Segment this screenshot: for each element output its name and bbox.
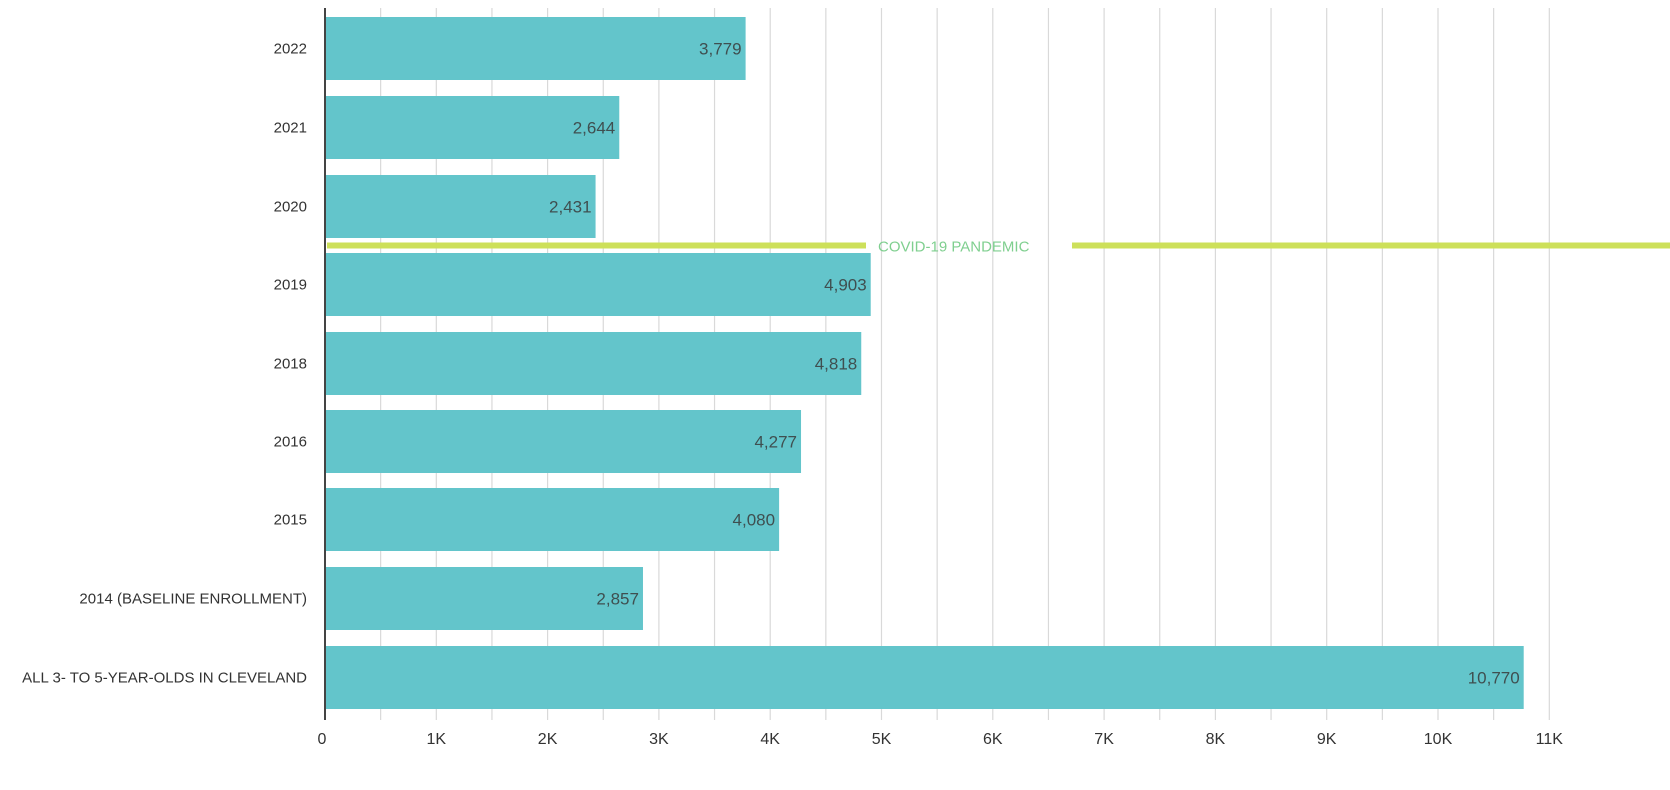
x-tick-label: 0	[318, 731, 327, 748]
bar-2014-baseline-enrollment	[325, 567, 643, 630]
value-label-2021: 2,644	[573, 119, 616, 138]
x-tick-label: 5K	[872, 731, 892, 748]
value-label-2014-baseline-enrollment: 2,857	[596, 590, 639, 609]
value-label-2020: 2,431	[549, 198, 592, 217]
bar-2018	[325, 332, 862, 395]
x-tick-label: 9K	[1317, 731, 1337, 748]
value-label-2019: 4,903	[824, 276, 867, 295]
category-label-all-3-to-5-year-olds-in-cleveland: ALL 3- TO 5-YEAR-OLDS IN CLEVELAND	[22, 670, 307, 687]
value-label-2022: 3,779	[699, 40, 742, 59]
grid-layer	[380, 8, 1550, 720]
category-label-2016: 2016	[274, 434, 307, 451]
x-tick-label: 11K	[1536, 731, 1564, 748]
category-label-2020: 2020	[274, 199, 307, 216]
category-label-2019: 2019	[274, 277, 307, 294]
bar-2021	[325, 96, 620, 159]
category-label-2014-baseline-enrollment: 2014 (BASELINE ENROLLMENT)	[79, 591, 307, 608]
category-label-2022: 2022	[274, 41, 307, 58]
bar-2022	[325, 17, 746, 80]
bar-2015	[325, 488, 780, 551]
value-label-2018: 4,818	[815, 355, 858, 374]
x-tick-label: 10K	[1424, 731, 1453, 748]
x-tick-label: 7K	[1094, 731, 1114, 748]
bar-all-3-to-5-year-olds-in-cleveland	[325, 646, 1524, 709]
category-label-2015: 2015	[274, 512, 307, 529]
bar-2016	[325, 410, 802, 473]
value-label-2015: 4,080	[733, 511, 776, 530]
value-label-2016: 4,277	[754, 433, 797, 452]
x-tick-label: 3K	[649, 731, 669, 748]
x-tick-label: 6K	[983, 731, 1003, 748]
x-tick-label: 8K	[1206, 731, 1226, 748]
x-tick-label: 1K	[427, 731, 447, 748]
x-tick-label: 2K	[538, 731, 558, 748]
bar-2020	[325, 175, 596, 238]
category-label-2021: 2021	[274, 120, 307, 137]
bar-layer	[325, 17, 1524, 709]
category-label-2018: 2018	[274, 356, 307, 373]
bar-2019	[325, 253, 871, 316]
x-tick-label: 4K	[760, 731, 780, 748]
value-label-all-3-to-5-year-olds-in-cleveland: 10,770	[1468, 669, 1520, 688]
label-layer: 3,779 2022 2,644 2021 2,431 2020 4,903 2019 4,81…	[22, 40, 1563, 749]
annotation-label: COVID-19 PANDEMIC	[878, 239, 1030, 256]
